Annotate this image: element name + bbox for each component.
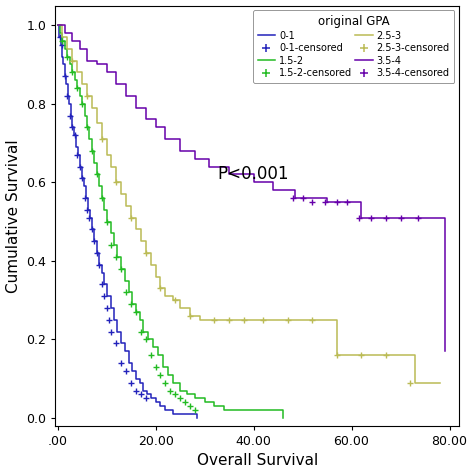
X-axis label: Overall Survival: Overall Survival <box>197 454 318 468</box>
Legend: 0-1, 0-1-censored, 1.5-2, 1.5-2-censored, 2.5-3, 2.5-3-censored, 3.5-4, 3.5-4-ce: 0-1, 0-1-censored, 1.5-2, 1.5-2-censored… <box>253 10 455 83</box>
Text: P<0.001: P<0.001 <box>218 165 289 183</box>
Y-axis label: Cumulative Survival: Cumulative Survival <box>6 139 20 292</box>
